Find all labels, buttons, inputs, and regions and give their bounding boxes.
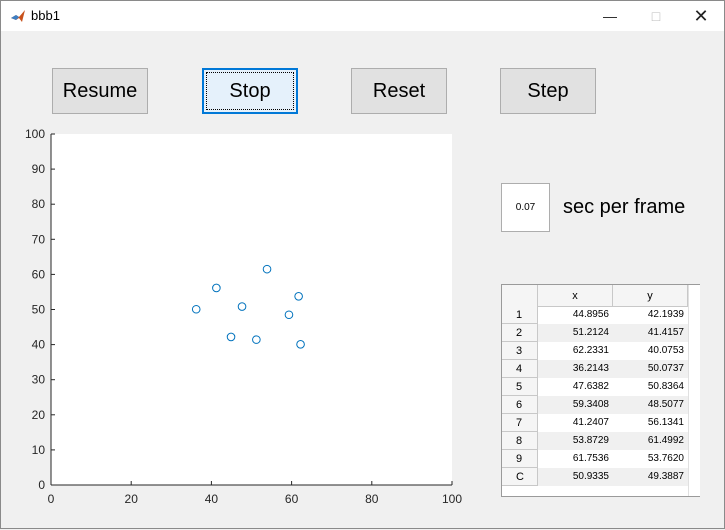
table-row[interactable]: 6 59.3408 48.5077 xyxy=(502,396,688,414)
cell-x[interactable]: 51.2124 xyxy=(538,324,613,342)
y-tick-label: 100 xyxy=(25,127,45,141)
row-header: C xyxy=(502,468,538,486)
cell-x[interactable]: 62.2331 xyxy=(572,345,609,356)
y-tick-label: 20 xyxy=(32,408,46,422)
reset-button[interactable]: Reset xyxy=(351,68,447,114)
row-header: 4 xyxy=(502,360,538,378)
row-header: 7 xyxy=(502,414,538,432)
table-header: x y xyxy=(502,285,688,307)
x-tick-label: 100 xyxy=(442,492,462,506)
y-tick-label: 10 xyxy=(32,443,46,457)
cell-x[interactable]: 59.3408 xyxy=(538,396,613,414)
x-tick-label: 80 xyxy=(365,492,379,506)
scatter-point xyxy=(284,310,294,320)
column-header-x[interactable]: x xyxy=(538,285,613,306)
x-tick-label: 20 xyxy=(125,492,139,506)
cell-y[interactable]: 40.0753 xyxy=(647,345,684,356)
cell-y[interactable]: 50.0737 xyxy=(613,360,688,378)
row-header: 8 xyxy=(502,432,538,450)
window-title: bbb1 xyxy=(31,8,60,23)
cell-x[interactable]: 36.2143 xyxy=(538,360,613,378)
cell-y[interactable]: 41.4157 xyxy=(613,324,688,342)
row-header: 9 xyxy=(502,450,538,468)
y-tick-label: 40 xyxy=(32,338,46,352)
table-row[interactable]: 7 41.2407 56.1341 xyxy=(502,414,688,432)
scatter-point xyxy=(252,335,261,344)
table-row[interactable]: 2 51.2124 41.4157 xyxy=(502,324,688,342)
close-icon[interactable]: ✕ xyxy=(693,5,709,26)
scatter-point xyxy=(191,304,201,314)
row-header: 1 xyxy=(502,306,538,324)
step-button[interactable]: Step xyxy=(500,68,596,114)
table-row[interactable]: C 50.9335 49.3887 xyxy=(502,468,688,486)
coordinates-table[interactable]: x y 1 44.8956 42.1939 2 51.2124 41.4157 3 62.23… xyxy=(501,284,700,497)
scatter-point xyxy=(212,283,221,293)
row-header: 5 xyxy=(502,378,538,396)
cell-y[interactable]: 49.3887 xyxy=(613,468,688,486)
row-header: 3 xyxy=(502,342,538,360)
scatter-point xyxy=(237,302,247,311)
minimize-icon[interactable]: — xyxy=(603,8,617,24)
cell-x[interactable]: 44.8956 xyxy=(572,309,609,320)
stop-button[interactable]: Stop xyxy=(202,68,298,114)
cell-x[interactable]: 47.6382 xyxy=(572,381,609,392)
scatter-point xyxy=(296,340,305,349)
cell-y[interactable]: 61.4992 xyxy=(613,432,688,450)
y-tick-label: 30 xyxy=(32,373,46,387)
corner-header xyxy=(502,285,538,306)
plot-area[interactable] xyxy=(51,134,452,485)
cell-y[interactable]: 48.5077 xyxy=(613,396,688,414)
table-row[interactable]: 4 36.2143 50.0737 xyxy=(502,360,688,378)
scatter-point xyxy=(226,332,236,342)
table-row[interactable]: 3 62.2331 40.0753 xyxy=(502,342,688,360)
matlab-logo-icon xyxy=(10,8,26,24)
cell-y[interactable]: 53.7620 xyxy=(647,453,684,464)
column-header-y[interactable]: y xyxy=(613,285,688,306)
x-tick-label: 0 xyxy=(48,492,55,506)
cell-y[interactable]: 42.1939 xyxy=(647,309,684,320)
table-row[interactable]: 1 44.8956 42.1939 xyxy=(502,306,688,324)
cell-x[interactable]: 41.2407 xyxy=(572,417,609,428)
row-header: 2 xyxy=(502,324,538,342)
cell-x[interactable]: 50.9335 xyxy=(538,468,613,486)
frame-rate-label: sec per frame xyxy=(563,196,686,218)
y-tick-label: 90 xyxy=(32,162,46,176)
maximize-icon[interactable]: □ xyxy=(651,8,661,24)
scatter-point xyxy=(294,291,303,301)
row-header: 6 xyxy=(502,396,538,414)
y-tick-label: 0 xyxy=(38,478,45,492)
y-tick-label: 60 xyxy=(32,267,46,281)
table-row[interactable]: 9 61.7536 53.7620 xyxy=(502,450,688,468)
x-tick-label: 60 xyxy=(285,492,299,506)
y-tick-label: 70 xyxy=(32,232,46,246)
y-tick-label: 80 xyxy=(32,197,46,211)
cell-x[interactable]: 53.8729 xyxy=(538,432,613,450)
frame-rate-input[interactable]: 0.07 xyxy=(501,183,550,232)
table-row[interactable]: 8 53.8729 61.4992 xyxy=(502,432,688,450)
y-tick-label: 50 xyxy=(32,303,46,317)
cell-x[interactable]: 61.7536 xyxy=(572,453,609,464)
x-tick-label: 40 xyxy=(205,492,219,506)
title-bar: bbb1 — □ ✕ xyxy=(1,1,724,31)
cell-y[interactable]: 50.8364 xyxy=(647,381,684,392)
resume-button[interactable]: Resume xyxy=(52,68,148,114)
cell-y[interactable]: 56.1341 xyxy=(647,417,684,428)
table-row[interactable]: 5 47.6382 50.8364 xyxy=(502,378,688,396)
scatter-point xyxy=(262,264,272,274)
table-scrollbar[interactable] xyxy=(688,285,700,496)
